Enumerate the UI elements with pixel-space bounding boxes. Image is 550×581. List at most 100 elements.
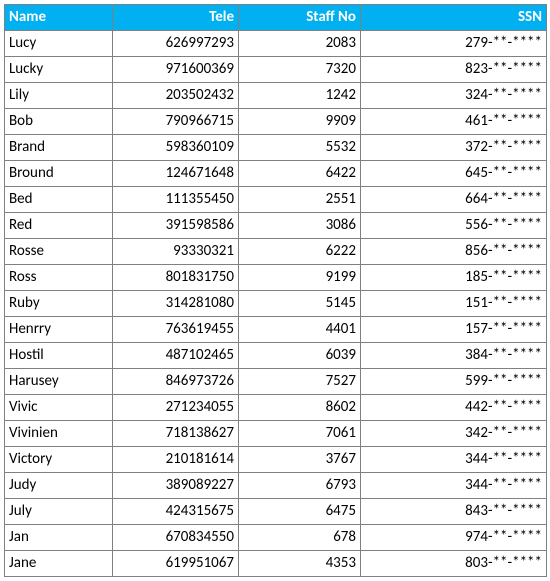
cell-name: Harusey: [5, 369, 113, 395]
cell-name: Brand: [5, 135, 113, 161]
cell-tele: 210181614: [113, 447, 239, 473]
table-row: July4243156756475843-**-****: [5, 499, 547, 525]
cell-staff: 5145: [239, 291, 361, 317]
cell-ssn: 556-**-****: [361, 213, 547, 239]
cell-ssn: 151-**-****: [361, 291, 547, 317]
cell-ssn: 442-**-****: [361, 395, 547, 421]
cell-ssn: 664-**-****: [361, 187, 547, 213]
table-row: Vivinien7181386277061342-**-****: [5, 421, 547, 447]
cell-tele: 763619455: [113, 317, 239, 343]
cell-ssn: 974-**-****: [361, 525, 547, 551]
staff-table: Name Tele Staff No SSN Lucy6269972932083…: [4, 4, 547, 577]
cell-ssn: 344-**-****: [361, 447, 547, 473]
cell-tele: 111355450: [113, 187, 239, 213]
cell-tele: 790966715: [113, 109, 239, 135]
cell-name: Red: [5, 213, 113, 239]
table-row: Harusey8469737267527599-**-****: [5, 369, 547, 395]
cell-name: Lily: [5, 83, 113, 109]
table-row: Hostil4871024656039384-**-****: [5, 343, 547, 369]
cell-ssn: 342-**-****: [361, 421, 547, 447]
cell-tele: 718138627: [113, 421, 239, 447]
cell-ssn: 645-**-****: [361, 161, 547, 187]
table-row: Vivic2712340558602442-**-****: [5, 395, 547, 421]
cell-staff: 5532: [239, 135, 361, 161]
cell-staff: 3767: [239, 447, 361, 473]
cell-tele: 124671648: [113, 161, 239, 187]
cell-name: July: [5, 499, 113, 525]
header-ssn: SSN: [361, 5, 547, 31]
cell-ssn: 599-**-****: [361, 369, 547, 395]
table-row: Brand5983601095532372-**-****: [5, 135, 547, 161]
table-row: Bed1113554502551664-**-****: [5, 187, 547, 213]
header-staff: Staff No: [239, 5, 361, 31]
cell-tele: 93330321: [113, 239, 239, 265]
header-tele: Tele: [113, 5, 239, 31]
table-row: Jan670834550678974-**-****: [5, 525, 547, 551]
table-row: Ross8018317509199185-**-****: [5, 265, 547, 291]
cell-ssn: 324-**-****: [361, 83, 547, 109]
cell-name: Ruby: [5, 291, 113, 317]
cell-ssn: 823-**-****: [361, 57, 547, 83]
table-row: Bob7909667159909461-**-****: [5, 109, 547, 135]
cell-ssn: 856-**-****: [361, 239, 547, 265]
cell-tele: 971600369: [113, 57, 239, 83]
cell-ssn: 157-**-****: [361, 317, 547, 343]
cell-name: Judy: [5, 473, 113, 499]
header-row: Name Tele Staff No SSN: [5, 5, 547, 31]
table-row: Bround1246716486422645-**-****: [5, 161, 547, 187]
cell-ssn: 372-**-****: [361, 135, 547, 161]
cell-tele: 801831750: [113, 265, 239, 291]
cell-ssn: 384-**-****: [361, 343, 547, 369]
cell-staff: 678: [239, 525, 361, 551]
table-row: Red3915985863086556-**-****: [5, 213, 547, 239]
cell-staff: 8602: [239, 395, 361, 421]
cell-staff: 1242: [239, 83, 361, 109]
cell-tele: 626997293: [113, 31, 239, 57]
cell-tele: 391598586: [113, 213, 239, 239]
cell-name: Vivic: [5, 395, 113, 421]
table-row: Victory2101816143767344-**-****: [5, 447, 547, 473]
cell-staff: 2551: [239, 187, 361, 213]
cell-staff: 4401: [239, 317, 361, 343]
cell-tele: 670834550: [113, 525, 239, 551]
table-row: Henrry7636194554401157-**-****: [5, 317, 547, 343]
cell-name: Bob: [5, 109, 113, 135]
cell-staff: 6039: [239, 343, 361, 369]
cell-tele: 487102465: [113, 343, 239, 369]
cell-name: Victory: [5, 447, 113, 473]
cell-name: Bed: [5, 187, 113, 213]
cell-tele: 424315675: [113, 499, 239, 525]
table-body: Lucy6269972932083279-**-**** Lucky971600…: [5, 31, 547, 577]
table-row: Lucky9716003697320823-**-****: [5, 57, 547, 83]
cell-name: Lucky: [5, 57, 113, 83]
table-row: Lucy6269972932083279-**-****: [5, 31, 547, 57]
table-row: Rosse933303216222856-**-****: [5, 239, 547, 265]
cell-staff: 6222: [239, 239, 361, 265]
cell-tele: 203502432: [113, 83, 239, 109]
cell-tele: 314281080: [113, 291, 239, 317]
cell-staff: 6422: [239, 161, 361, 187]
cell-staff: 6793: [239, 473, 361, 499]
cell-staff: 9199: [239, 265, 361, 291]
cell-ssn: 279-**-****: [361, 31, 547, 57]
cell-name: Lucy: [5, 31, 113, 57]
table-row: Judy3890892276793344-**-****: [5, 473, 547, 499]
cell-tele: 846973726: [113, 369, 239, 395]
cell-name: Bround: [5, 161, 113, 187]
table-row: Ruby3142810805145151-**-****: [5, 291, 547, 317]
cell-ssn: 461-**-****: [361, 109, 547, 135]
cell-ssn: 344-**-****: [361, 473, 547, 499]
cell-ssn: 185-**-****: [361, 265, 547, 291]
cell-staff: 7061: [239, 421, 361, 447]
header-name: Name: [5, 5, 113, 31]
cell-tele: 271234055: [113, 395, 239, 421]
cell-staff: 7320: [239, 57, 361, 83]
cell-name: Ross: [5, 265, 113, 291]
cell-name: Henrry: [5, 317, 113, 343]
cell-name: Vivinien: [5, 421, 113, 447]
cell-staff: 3086: [239, 213, 361, 239]
cell-name: Rosse: [5, 239, 113, 265]
cell-staff: 7527: [239, 369, 361, 395]
cell-staff: 6475: [239, 499, 361, 525]
table-row: Lily2035024321242324-**-****: [5, 83, 547, 109]
